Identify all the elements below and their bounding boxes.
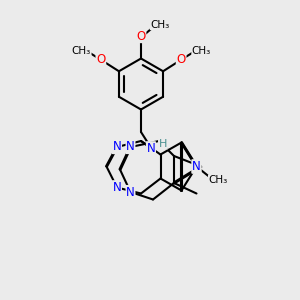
Text: CH₃: CH₃ bbox=[72, 46, 91, 56]
Text: O: O bbox=[136, 29, 146, 43]
Text: CH₃: CH₃ bbox=[192, 46, 211, 56]
Text: N: N bbox=[112, 140, 122, 154]
Text: O: O bbox=[136, 29, 146, 43]
Text: CH₃: CH₃ bbox=[150, 20, 170, 30]
Text: O: O bbox=[176, 53, 186, 66]
Text: N: N bbox=[126, 185, 135, 199]
Text: N: N bbox=[192, 160, 201, 173]
Text: O: O bbox=[96, 53, 106, 66]
Text: CH₃: CH₃ bbox=[208, 175, 228, 185]
Text: N: N bbox=[126, 140, 135, 154]
Text: N: N bbox=[112, 181, 122, 194]
Text: N: N bbox=[112, 140, 122, 154]
Text: N: N bbox=[112, 181, 122, 194]
Text: H: H bbox=[159, 139, 167, 149]
Text: O: O bbox=[176, 53, 186, 66]
Text: N: N bbox=[146, 142, 155, 155]
Text: N: N bbox=[146, 142, 155, 155]
Text: O: O bbox=[96, 53, 106, 66]
Text: H: H bbox=[159, 139, 167, 149]
Text: N: N bbox=[192, 160, 201, 173]
